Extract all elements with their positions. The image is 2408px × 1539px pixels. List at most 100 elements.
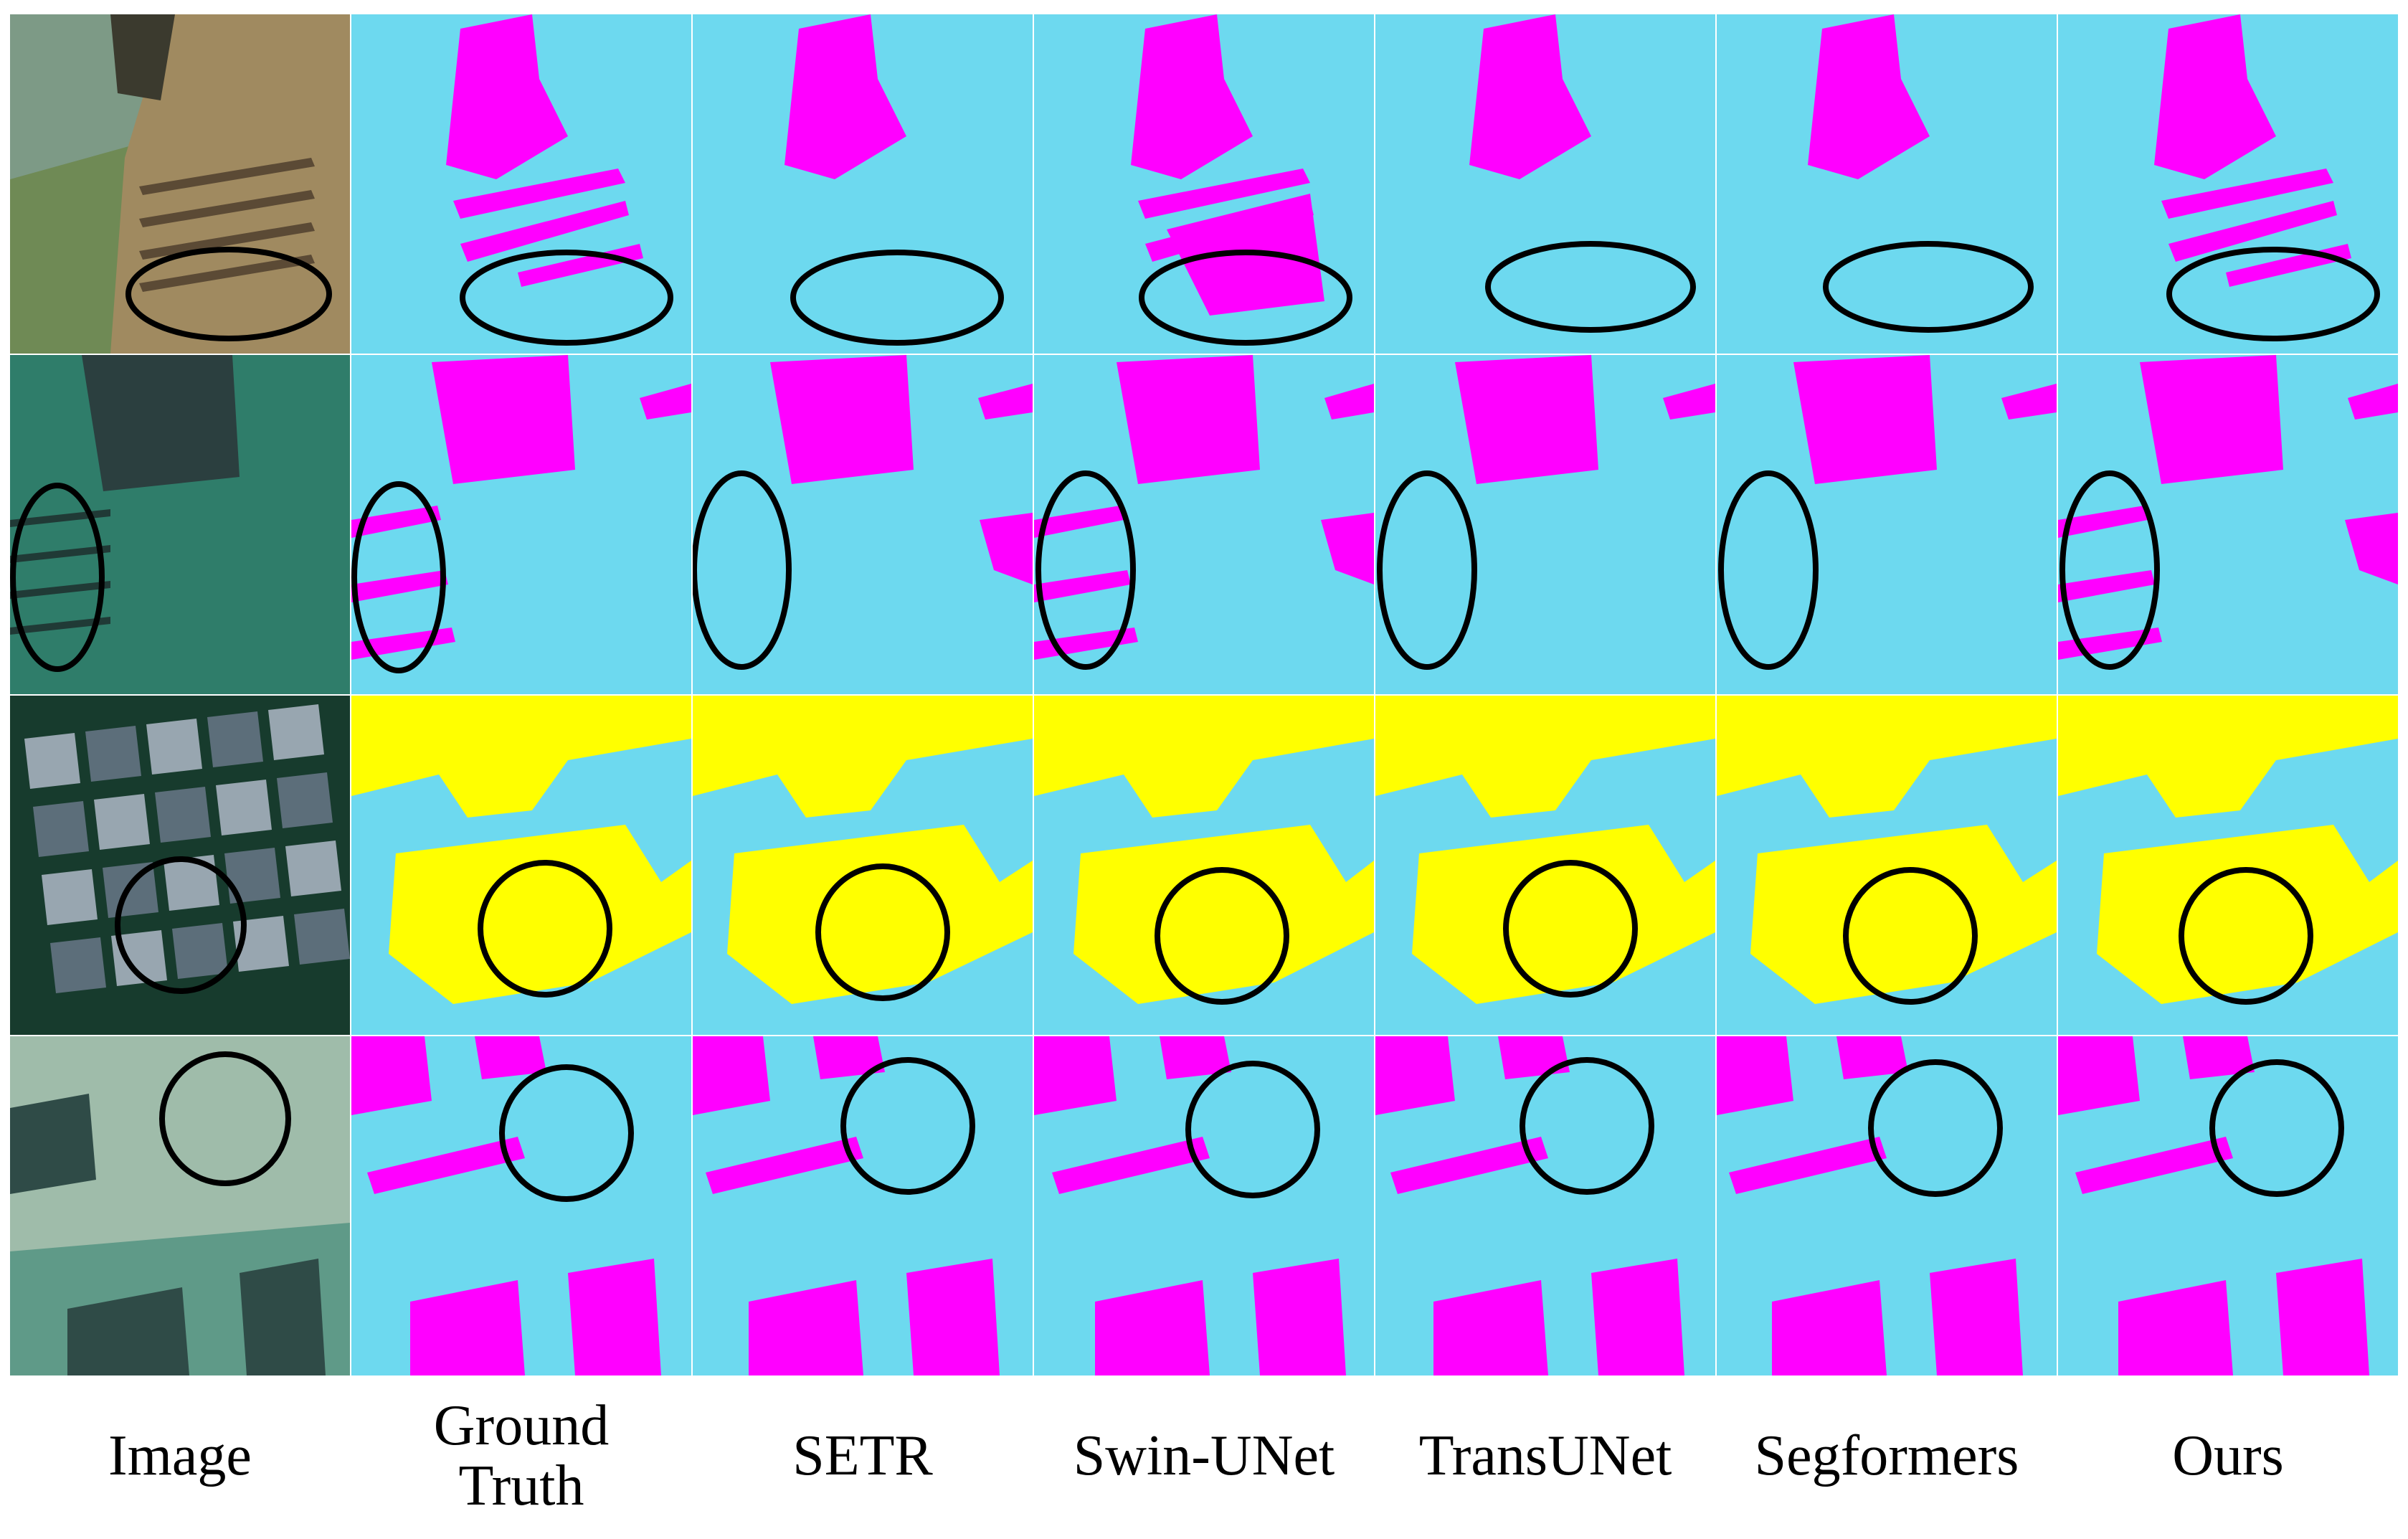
highlight-ellipse xyxy=(1155,867,1289,1005)
highlight-ellipse xyxy=(1843,867,1978,1005)
magenta-class-region xyxy=(351,1036,432,1115)
magenta-class-region xyxy=(1253,1259,1346,1375)
highlight-ellipse xyxy=(1503,860,1638,998)
magenta-class-region xyxy=(749,1280,863,1375)
image-region xyxy=(10,1094,96,1194)
magenta-class-region xyxy=(1836,1036,1908,1079)
highlight-ellipse xyxy=(1823,241,2034,333)
yellow-class-region xyxy=(2058,696,2398,818)
image-region xyxy=(82,355,240,491)
highlight-ellipse xyxy=(351,481,446,673)
image-region xyxy=(224,848,280,904)
cell-segformers-row-1 xyxy=(1717,14,2057,354)
yellow-class-region xyxy=(1073,825,1374,1004)
image-region xyxy=(67,1287,189,1375)
yellow-class-region xyxy=(1717,696,2057,818)
image-region xyxy=(240,1259,326,1375)
segmentation-map xyxy=(351,14,691,354)
magenta-class-region xyxy=(2168,201,2337,262)
segmentation-map xyxy=(1034,14,1374,354)
magenta-class-region xyxy=(367,1137,525,1194)
highlight-ellipse xyxy=(10,483,105,672)
magenta-class-region xyxy=(1160,1036,1231,1079)
magenta-class-region xyxy=(1034,1036,1117,1115)
cell-segformers-row-3 xyxy=(1717,696,2057,1035)
magenta-class-region xyxy=(1131,14,1253,179)
image-region xyxy=(163,855,219,911)
magenta-class-region xyxy=(1034,506,1124,538)
image-region xyxy=(111,930,167,986)
magenta-class-region xyxy=(1930,1259,2023,1375)
highlight-ellipse xyxy=(1718,470,1819,670)
magenta-class-region xyxy=(351,506,441,538)
magenta-class-region xyxy=(453,169,625,219)
segmentation-map xyxy=(2058,355,2398,694)
yellow-class-region xyxy=(1034,696,1374,818)
satellite-image xyxy=(10,355,350,694)
segmentation-map xyxy=(1375,14,1715,354)
segmentation-map xyxy=(693,1036,1033,1375)
segmentation-map xyxy=(693,696,1033,1035)
magenta-class-region xyxy=(432,355,575,484)
column-label-setr: SETR xyxy=(792,1424,933,1487)
magenta-class-region xyxy=(1591,1259,1684,1375)
cell-image-row-1 xyxy=(10,14,350,354)
image-region xyxy=(207,711,263,767)
highlight-ellipse xyxy=(1520,1057,1654,1195)
segmentation-map xyxy=(351,1036,691,1375)
cell-ground-truth-row-1 xyxy=(351,14,691,354)
magenta-class-region xyxy=(1717,1036,1793,1115)
image-region xyxy=(50,937,106,993)
yellow-class-region xyxy=(2097,825,2398,1004)
column-label-transunet: TransUNet xyxy=(1418,1424,1672,1487)
segmentation-map xyxy=(351,696,691,1035)
cell-swin-unet-row-1 xyxy=(1034,14,1374,354)
cell-swin-unet-row-2 xyxy=(1034,355,1374,694)
magenta-class-region xyxy=(1095,1280,1210,1375)
image-region xyxy=(294,909,350,965)
magenta-class-region xyxy=(351,628,455,660)
segmentation-map xyxy=(693,355,1033,694)
image-region xyxy=(172,923,228,979)
magenta-class-region xyxy=(2161,169,2333,219)
segmentation-map xyxy=(2058,696,2398,1035)
image-region xyxy=(146,719,202,775)
cell-transunet-row-3 xyxy=(1375,696,1715,1035)
segmentation-map xyxy=(1717,355,2057,694)
magenta-class-region xyxy=(2154,14,2276,179)
cell-segformers-row-4 xyxy=(1717,1036,2057,1375)
magenta-class-region xyxy=(460,201,629,262)
highlight-ellipse xyxy=(1868,1059,2003,1197)
image-region xyxy=(216,780,272,835)
magenta-class-region xyxy=(1498,1036,1570,1079)
magenta-class-region xyxy=(351,570,448,602)
magenta-class-region xyxy=(2348,384,2398,420)
column-label-image: Image xyxy=(108,1424,252,1487)
image-region xyxy=(139,190,315,227)
column-label-swin-unet: Swin-UNet xyxy=(1073,1424,1335,1487)
highlight-ellipse xyxy=(1139,250,1352,346)
magenta-class-region xyxy=(1375,1036,1455,1115)
magenta-class-region xyxy=(770,355,914,484)
magenta-class-region xyxy=(1663,384,1715,420)
cell-ours-row-2 xyxy=(2058,355,2398,694)
segmentation-map xyxy=(1375,696,1715,1035)
highlight-ellipse xyxy=(2166,247,2380,341)
segmentation-map xyxy=(351,355,691,694)
highlight-ellipse xyxy=(815,863,950,1001)
highlight-ellipse xyxy=(478,860,612,998)
image-region xyxy=(139,158,315,195)
cell-ground-truth-row-3 xyxy=(351,696,691,1035)
yellow-class-region xyxy=(1750,825,2057,1004)
magenta-class-region xyxy=(785,14,906,179)
segmentation-map xyxy=(1034,696,1374,1035)
segmentation-map xyxy=(1717,1036,2057,1375)
segmentation-map xyxy=(1717,696,2057,1035)
segmentation-map xyxy=(1034,355,1374,694)
magenta-class-region xyxy=(978,384,1033,420)
magenta-class-region xyxy=(1390,1137,1548,1194)
segmentation-map xyxy=(693,14,1033,354)
highlight-ellipse xyxy=(2209,1059,2344,1197)
segmentation-map xyxy=(2058,1036,2398,1375)
